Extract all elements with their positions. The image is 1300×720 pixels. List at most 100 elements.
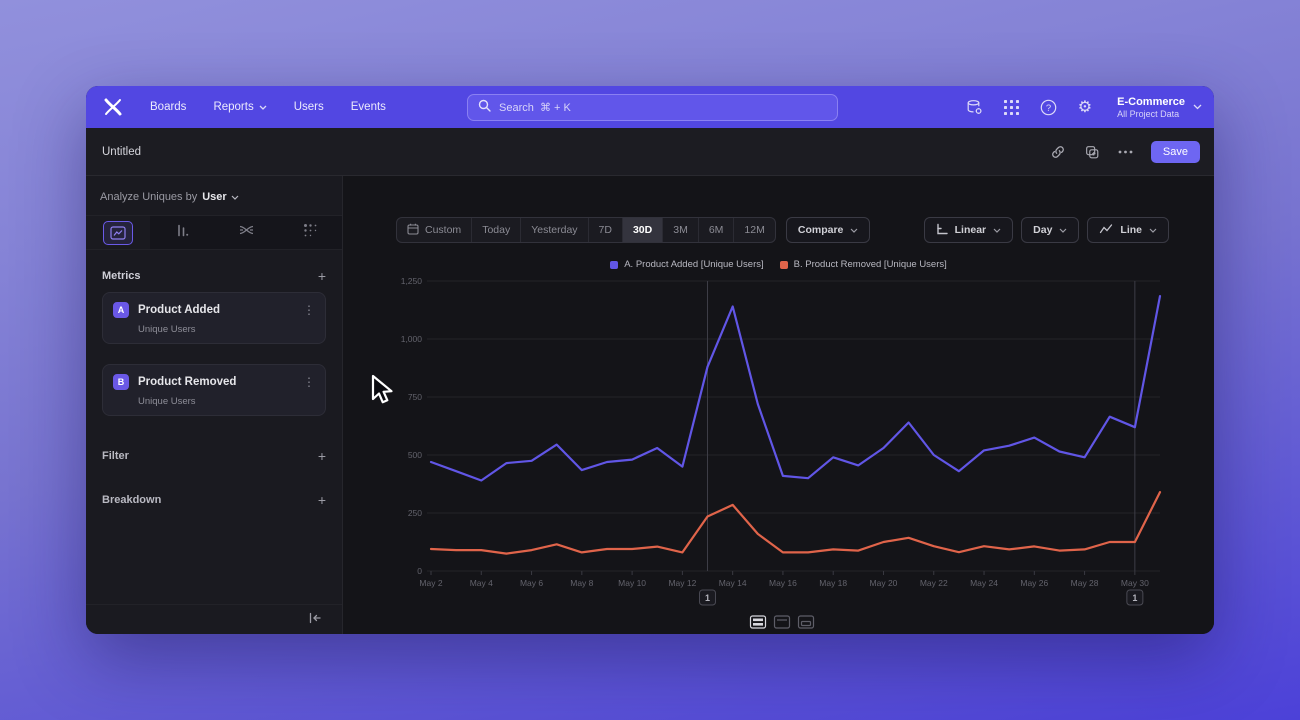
tab-insights[interactable] bbox=[86, 216, 150, 249]
add-breakdown-button[interactable]: + bbox=[317, 492, 326, 508]
svg-text:May 24: May 24 bbox=[970, 578, 998, 588]
query-sidebar: Analyze Uniques by User bbox=[86, 176, 343, 634]
date-range-segmented-control: Custom Today Yesterday 7D 30D 3M 6M 12M bbox=[396, 217, 776, 243]
duplicate-icon[interactable] bbox=[1084, 144, 1100, 160]
metric-card-a[interactable]: A Product Added ⋮ Unique Users bbox=[102, 292, 326, 344]
flows-tab-icon bbox=[238, 223, 255, 242]
range-12m-button[interactable]: 12M bbox=[734, 218, 774, 242]
svg-text:May 30: May 30 bbox=[1121, 578, 1149, 588]
nav-item-users[interactable]: Users bbox=[294, 101, 324, 113]
report-header-bar: Untitled Save bbox=[86, 128, 1214, 176]
range-3m-button[interactable]: 3M bbox=[663, 218, 699, 242]
compare-dropdown[interactable]: Compare bbox=[785, 217, 871, 243]
copy-link-icon[interactable] bbox=[1050, 144, 1066, 160]
chart-type-dropdown[interactable]: Line bbox=[1087, 217, 1169, 243]
nav-item-label: Events bbox=[350, 101, 386, 113]
legend-item-a[interactable]: A. Product Added [Unique Users] bbox=[610, 259, 764, 270]
visualization-tabs bbox=[86, 215, 342, 250]
line-chart-tab-icon bbox=[103, 220, 133, 245]
bar-chart-tab-icon bbox=[174, 223, 190, 243]
retention-tab-icon bbox=[303, 223, 318, 243]
line-chart-icon bbox=[1099, 223, 1113, 237]
metric-options-icon[interactable]: ⋮ bbox=[303, 303, 315, 317]
save-button[interactable]: Save bbox=[1150, 140, 1200, 163]
svg-text:May 20: May 20 bbox=[870, 578, 898, 588]
nav-items: Boards Reports Users Events bbox=[150, 101, 386, 113]
svg-text:May 14: May 14 bbox=[719, 578, 747, 588]
top-nav: Boards Reports Users Events bbox=[86, 86, 1214, 128]
range-today-button[interactable]: Today bbox=[472, 218, 522, 242]
scale-dropdown[interactable]: Linear bbox=[923, 217, 1014, 243]
apps-grid-icon[interactable] bbox=[1003, 99, 1019, 115]
range-custom-button[interactable]: Custom bbox=[397, 218, 473, 242]
range-label: Today bbox=[482, 224, 511, 236]
nav-item-events[interactable]: Events bbox=[351, 101, 386, 113]
app-window: Boards Reports Users Events bbox=[86, 86, 1214, 634]
collapse-sidebar-icon[interactable] bbox=[308, 611, 322, 629]
card-size-small-button[interactable] bbox=[749, 615, 766, 629]
legend-item-b[interactable]: B. Product Removed [Unique Users] bbox=[779, 259, 947, 270]
range-label: 6M bbox=[708, 224, 724, 236]
data-management-icon[interactable] bbox=[966, 99, 983, 116]
chevron-down-icon bbox=[1193, 104, 1202, 110]
search-icon bbox=[478, 99, 491, 117]
add-metric-button[interactable]: + bbox=[317, 268, 326, 284]
svg-text:?: ? bbox=[1046, 103, 1051, 114]
svg-text:1: 1 bbox=[705, 593, 710, 603]
metric-options-icon[interactable]: ⋮ bbox=[303, 375, 315, 389]
metric-measurement[interactable]: Unique Users bbox=[138, 324, 196, 335]
svg-text:May 18: May 18 bbox=[819, 578, 847, 588]
card-size-large-button[interactable] bbox=[797, 615, 814, 629]
metric-name: Product Removed bbox=[138, 376, 237, 388]
nav-item-reports[interactable]: Reports bbox=[213, 101, 267, 113]
chevron-down-icon bbox=[231, 195, 239, 200]
range-yesterday-button[interactable]: Yesterday bbox=[521, 218, 589, 242]
analyze-row: Analyze Uniques by User bbox=[86, 176, 342, 215]
chart-type-label: Line bbox=[1120, 224, 1142, 236]
report-title[interactable]: Untitled bbox=[102, 145, 141, 158]
project-selector[interactable]: E-Commerce All Project Data bbox=[1117, 96, 1202, 119]
breakdown-section: Breakdown + bbox=[102, 492, 326, 508]
settings-gear-icon[interactable]: ⚙ bbox=[1077, 99, 1093, 116]
card-size-medium-button[interactable] bbox=[773, 615, 790, 629]
chart-display-toolbar: Linear Day Line bbox=[923, 217, 1169, 243]
search-input[interactable] bbox=[499, 101, 827, 114]
nav-right: ? ⚙ E-Commerce All Project Data bbox=[966, 86, 1202, 128]
svg-text:500: 500 bbox=[408, 450, 422, 460]
nav-item-boards[interactable]: Boards bbox=[150, 101, 186, 113]
svg-text:1: 1 bbox=[1132, 593, 1137, 603]
line-chart[interactable]: 0 250 500 750 1,000 1,250 May 2 May 4 May 6 May 8… bbox=[343, 176, 1214, 634]
chevron-down-icon bbox=[259, 105, 267, 110]
metric-card-b[interactable]: B Product Removed ⋮ Unique Users bbox=[102, 364, 326, 416]
svg-text:May 12: May 12 bbox=[668, 578, 696, 588]
range-30d-button[interactable]: 30D bbox=[622, 218, 664, 242]
sidebar-footer bbox=[86, 604, 342, 634]
linear-scale-icon bbox=[936, 223, 948, 238]
search-bar[interactable] bbox=[467, 94, 838, 121]
range-7d-button[interactable]: 7D bbox=[589, 218, 623, 242]
svg-text:250: 250 bbox=[408, 508, 422, 518]
analyze-entity-dropdown[interactable]: User bbox=[202, 191, 239, 203]
add-filter-button[interactable]: + bbox=[317, 448, 326, 464]
nav-item-label: Boards bbox=[150, 101, 187, 113]
range-label: 30D bbox=[632, 224, 653, 236]
legend-swatch-a bbox=[610, 260, 619, 269]
range-label: 12M bbox=[744, 224, 765, 236]
svg-text:May 16: May 16 bbox=[769, 578, 797, 588]
mixpanel-logo-icon[interactable] bbox=[102, 97, 124, 117]
filter-section: Filter + bbox=[102, 448, 326, 464]
tab-flows[interactable] bbox=[214, 216, 278, 249]
chevron-down-icon bbox=[1149, 228, 1157, 233]
interval-dropdown[interactable]: Day bbox=[1021, 217, 1080, 243]
tab-bars[interactable] bbox=[150, 216, 214, 249]
range-6m-button[interactable]: 6M bbox=[699, 218, 735, 242]
tab-retention[interactable] bbox=[278, 216, 342, 249]
help-icon[interactable]: ? bbox=[1040, 99, 1057, 116]
svg-text:1,250: 1,250 bbox=[401, 276, 423, 286]
metric-measurement[interactable]: Unique Users bbox=[138, 396, 196, 407]
report-actions: Save bbox=[1050, 140, 1200, 163]
chevron-down-icon bbox=[850, 228, 858, 233]
more-options-icon[interactable] bbox=[1118, 150, 1133, 154]
legend-label: B. Product Removed [Unique Users] bbox=[793, 259, 947, 270]
svg-text:1,000: 1,000 bbox=[401, 334, 423, 344]
